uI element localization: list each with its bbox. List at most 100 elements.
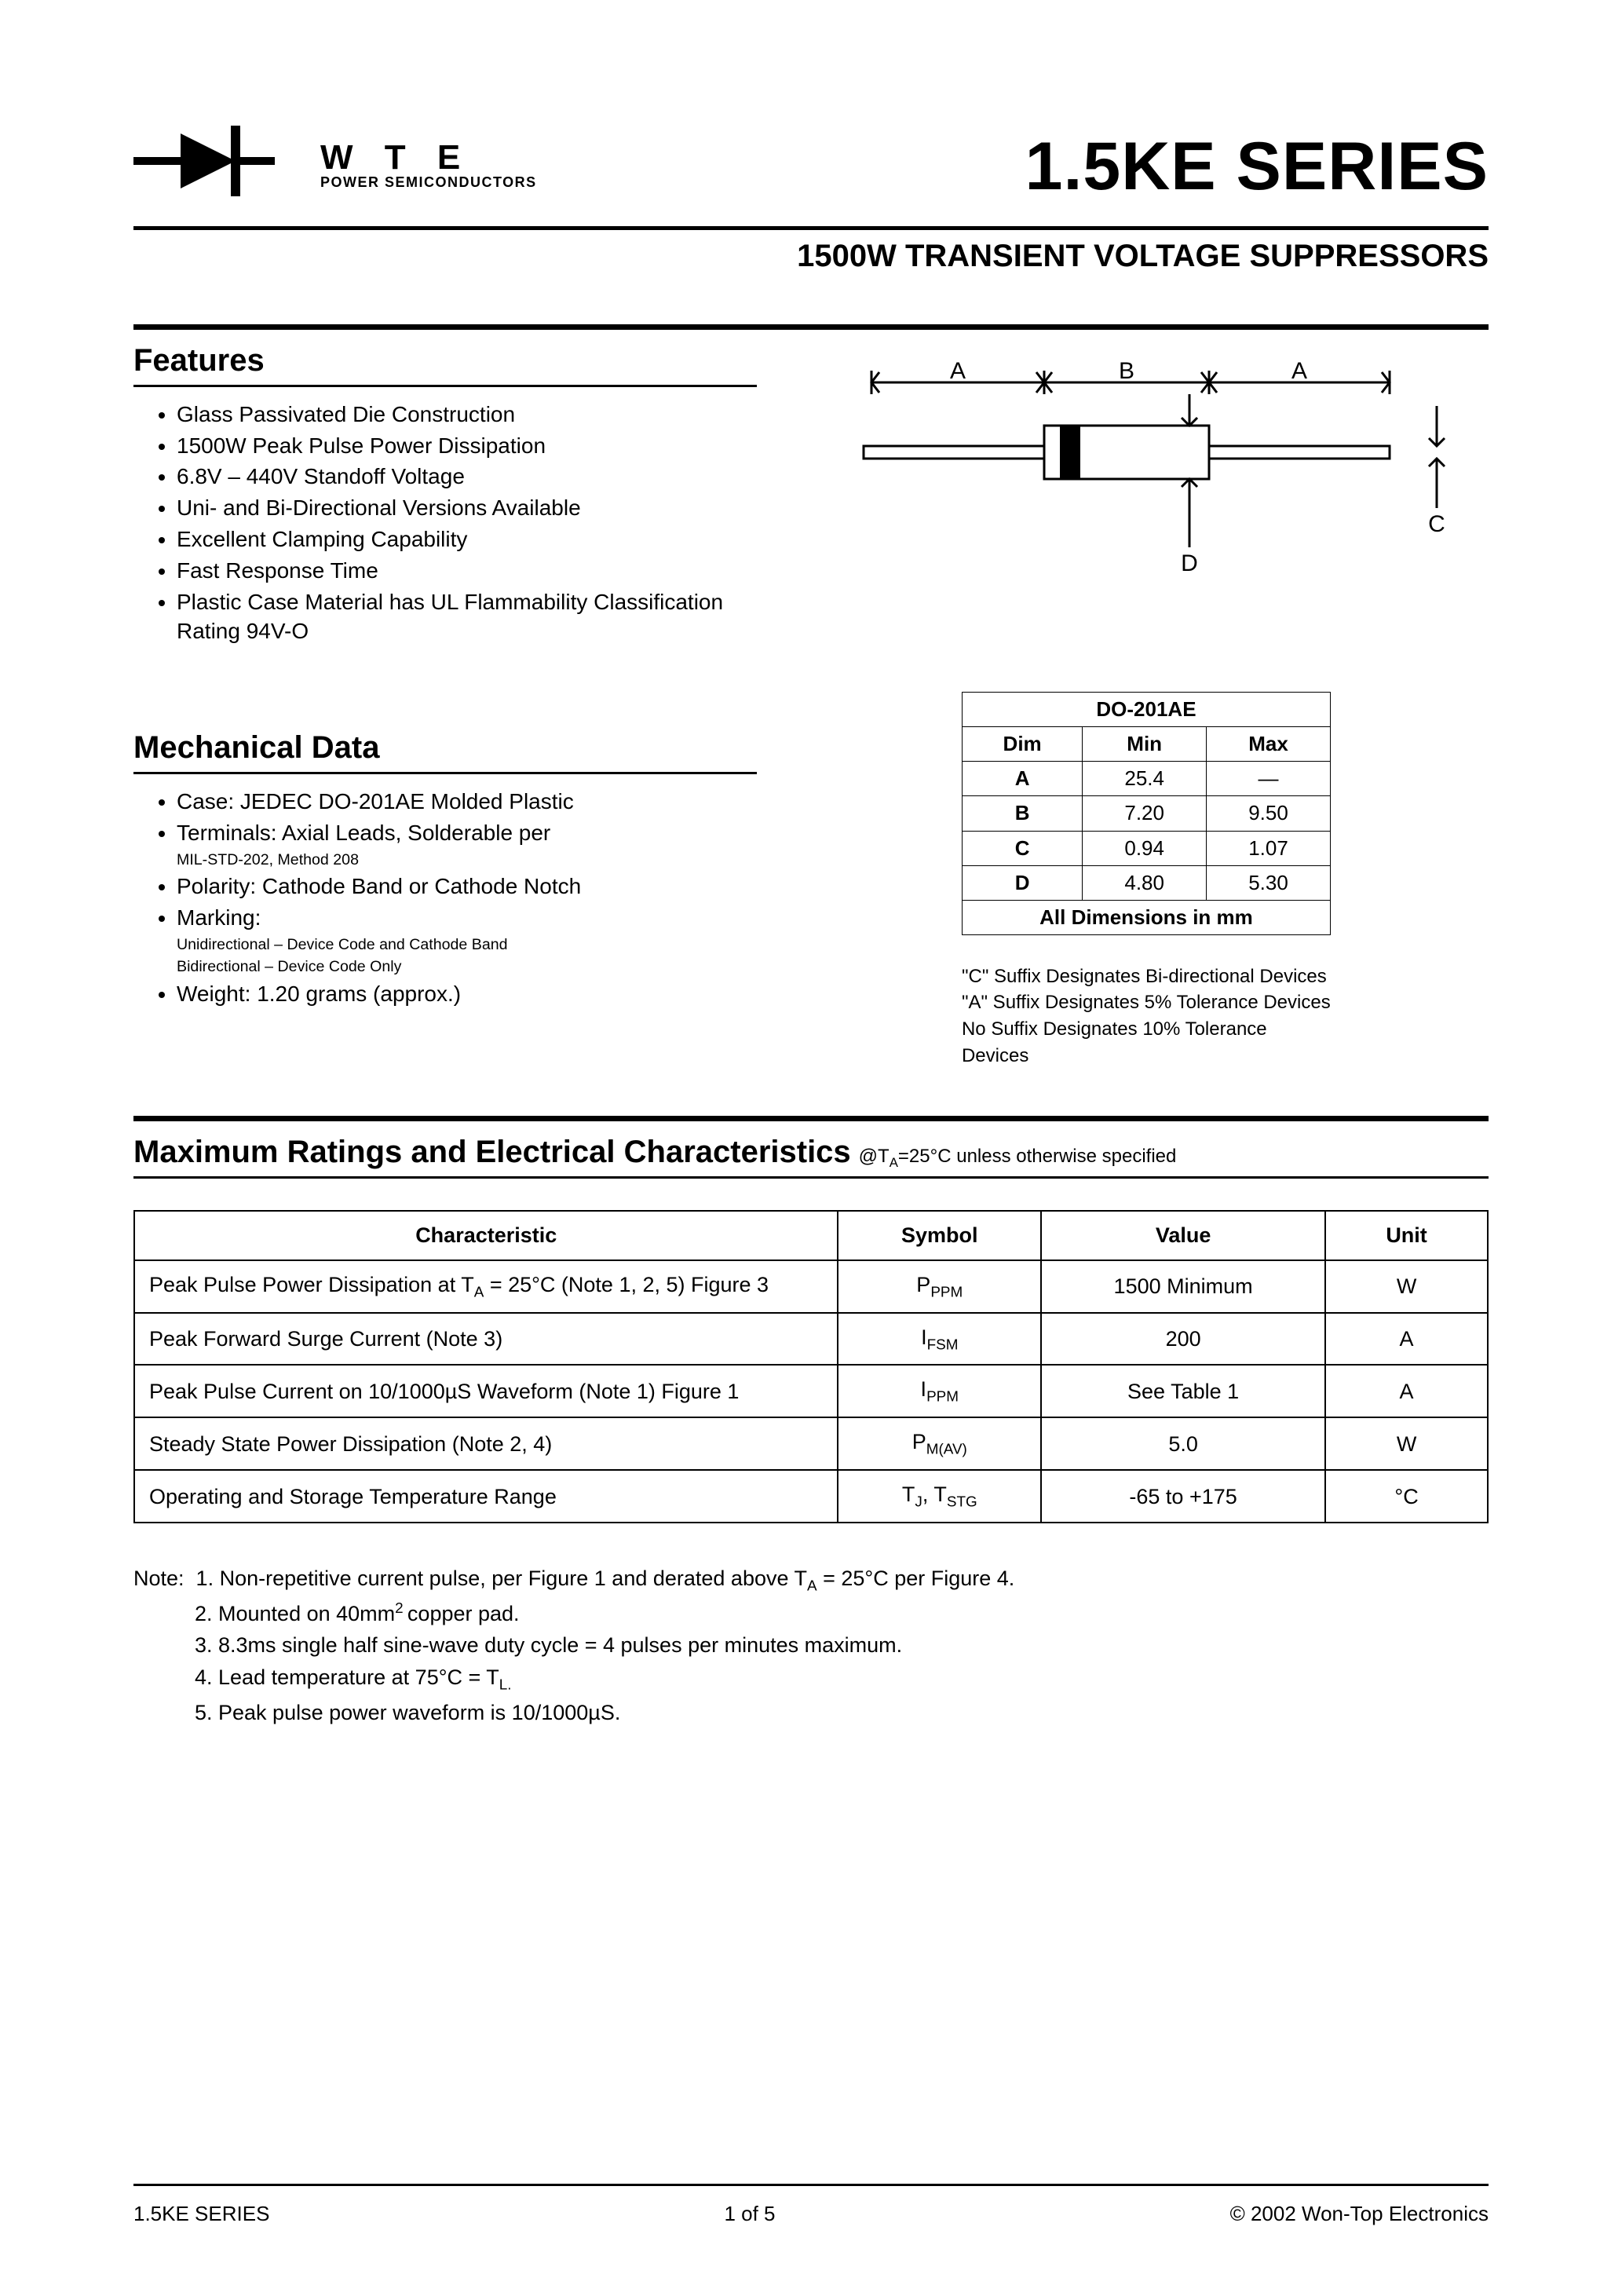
dim-cell: 5.30 — [1207, 865, 1331, 900]
ratings-char: Peak Pulse Power Dissipation at TA = 25°… — [134, 1260, 838, 1313]
features-col: Features Glass Passivated Die Constructi… — [133, 339, 757, 648]
ratings-val: 200 — [1041, 1313, 1325, 1366]
dim-hdr: Dim — [962, 727, 1082, 762]
features-list: Glass Passivated Die Construction 1500W … — [133, 400, 757, 646]
page-footer: 1.5KE SERIES 1 of 5 © 2002 Won-Top Elect… — [133, 2184, 1489, 2228]
feature-item: Fast Response Time — [177, 556, 757, 586]
ratings-rule — [133, 1176, 1489, 1179]
package-diagram: A B A D C — [832, 347, 1460, 583]
mechanical-list: Case: JEDEC DO-201AE Molded Plastic Term… — [133, 787, 757, 1008]
mech-item-sub: Bidirectional – Device Code Only — [177, 956, 757, 977]
ratings-table: Characteristic Symbol Value Unit Peak Pu… — [133, 1210, 1489, 1523]
dim-hdr: Min — [1083, 727, 1207, 762]
brand-text: W T E — [320, 141, 537, 175]
dim-cell: 9.50 — [1207, 796, 1331, 831]
dim-hdr: Max — [1207, 727, 1331, 762]
note-line: 5. Peak pulse power waveform is 10/1000µ… — [133, 1697, 1489, 1729]
suffix-note: "A" Suffix Designates 5% Tolerance Devic… — [962, 989, 1331, 1016]
note-lead: Note: — [133, 1567, 184, 1590]
ratings-val: 1500 Minimum — [1041, 1260, 1325, 1313]
ratings-char: Operating and Storage Temperature Range — [134, 1470, 838, 1523]
dimtable-footer: All Dimensions in mm — [962, 900, 1330, 934]
notes-block: Note: 1. Non-repetitive current pulse, p… — [133, 1563, 1489, 1728]
ratings-sym: IFSM — [838, 1313, 1041, 1366]
ratings-char: Peak Forward Surge Current (Note 3) — [134, 1313, 838, 1366]
logo-text: W T E POWER SEMICONDUCTORS — [320, 141, 537, 189]
ratings-hdr: Symbol — [838, 1211, 1041, 1260]
feature-item: Glass Passivated Die Construction — [177, 400, 757, 430]
mech-item: Case: JEDEC DO-201AE Molded Plastic — [177, 787, 757, 817]
dimtable-title: DO-201AE — [962, 693, 1330, 727]
dim-label-a2: A — [1291, 358, 1307, 384]
mech-item-sub: Unidirectional – Device Code and Cathode… — [177, 934, 757, 955]
title-block: 1.5KE SERIES — [1025, 121, 1489, 212]
mech-item: Weight: 1.20 grams (approx.) — [177, 979, 757, 1009]
mechanical-col: Mechanical Data Case: JEDEC DO-201AE Mol… — [133, 726, 757, 1069]
suffix-notes: "C" Suffix Designates Bi-directional Dev… — [962, 963, 1331, 1069]
mech-item: Terminals: Axial Leads, Solderable per — [177, 818, 757, 848]
ratings-heading: Maximum Ratings and Electrical Character… — [133, 1131, 851, 1173]
dim-cell: 0.94 — [1083, 831, 1207, 865]
features-row: Features Glass Passivated Die Constructi… — [133, 339, 1489, 648]
ratings-sym: IPPM — [838, 1365, 1041, 1417]
footer-left: 1.5KE SERIES — [133, 2200, 269, 2228]
footer-center: 1 of 5 — [724, 2200, 775, 2228]
dim-cell: 25.4 — [1083, 762, 1207, 796]
mechanical-rule — [133, 772, 757, 774]
ratings-sym: PPPM — [838, 1260, 1041, 1313]
logo-block: W T E POWER SEMICONDUCTORS — [133, 118, 537, 212]
feature-item: Plastic Case Material has UL Flammabilit… — [177, 587, 757, 647]
title-rule — [133, 226, 1489, 230]
ratings-hdr: Characteristic — [134, 1211, 838, 1260]
series-title: 1.5KE SERIES — [1025, 121, 1489, 212]
dimension-table: DO-201AE Dim Min Max A 25.4 — B 7.20 9.5… — [962, 692, 1331, 935]
feature-item: Excellent Clamping Capability — [177, 525, 757, 554]
mech-row: Mechanical Data Case: JEDEC DO-201AE Mol… — [133, 648, 1489, 1069]
note-line: 2. Mounted on 40mm2 copper pad. — [133, 1598, 1489, 1630]
footer-right: © 2002 Won-Top Electronics — [1230, 2200, 1489, 2228]
mech-item: Polarity: Cathode Band or Cathode Notch — [177, 872, 757, 901]
mech-item-sub: MIL-STD-202, Method 208 — [177, 850, 757, 870]
feature-item: Uni- and Bi-Directional Versions Availab… — [177, 493, 757, 523]
ratings-unit: W — [1325, 1417, 1488, 1470]
header: W T E POWER SEMICONDUCTORS 1.5KE SERIES — [133, 118, 1489, 212]
ratings-val: See Table 1 — [1041, 1365, 1325, 1417]
mech-item: Marking: — [177, 903, 757, 933]
dim-cell: 1.07 — [1207, 831, 1331, 865]
dim-cell: 7.20 — [1083, 796, 1207, 831]
dim-cell: A — [962, 762, 1082, 796]
dim-cell: D — [962, 865, 1082, 900]
dim-label-c: C — [1428, 511, 1445, 537]
suffix-note: "C" Suffix Designates Bi-directional Dev… — [962, 963, 1331, 990]
dim-cell: 4.80 — [1083, 865, 1207, 900]
suffix-note: No Suffix Designates 10% Tolerance Devic… — [962, 1016, 1331, 1069]
heavy-rule — [133, 324, 1489, 330]
ratings-hdr: Unit — [1325, 1211, 1488, 1260]
ratings-char: Steady State Power Dissipation (Note 2, … — [134, 1417, 838, 1470]
features-heading: Features — [133, 339, 757, 382]
ratings-val: -65 to +175 — [1041, 1470, 1325, 1523]
dim-cell: C — [962, 831, 1082, 865]
ratings-sym: PM(AV) — [838, 1417, 1041, 1470]
dimtable-col: DO-201AE Dim Min Max A 25.4 — B 7.20 9.5… — [804, 648, 1489, 1069]
mechanical-heading: Mechanical Data — [133, 726, 757, 769]
note-line: 3. 8.3ms single half sine-wave duty cycl… — [133, 1629, 1489, 1662]
feature-item: 1500W Peak Pulse Power Dissipation — [177, 431, 757, 461]
dim-cell: — — [1207, 762, 1331, 796]
brand-sub: POWER SEMICONDUCTORS — [320, 175, 537, 189]
subtitle: 1500W TRANSIENT VOLTAGE SUPPRESSORS — [133, 235, 1489, 277]
ratings-unit: °C — [1325, 1470, 1488, 1523]
dim-label-d: D — [1181, 550, 1198, 576]
ratings-val: 5.0 — [1041, 1417, 1325, 1470]
ratings-sym: TJ, TSTG — [838, 1470, 1041, 1523]
ratings-char: Peak Pulse Current on 10/1000µS Waveform… — [134, 1365, 838, 1417]
ratings-unit: W — [1325, 1260, 1488, 1313]
diode-icon — [133, 118, 306, 212]
ratings-top-rule — [133, 1116, 1489, 1121]
dim-label-b: B — [1119, 358, 1134, 384]
ratings-unit: A — [1325, 1365, 1488, 1417]
dim-label-a: A — [950, 358, 966, 384]
package-col: A B A D C — [804, 339, 1489, 648]
dim-cell: B — [962, 796, 1082, 831]
ratings-unit: A — [1325, 1313, 1488, 1366]
